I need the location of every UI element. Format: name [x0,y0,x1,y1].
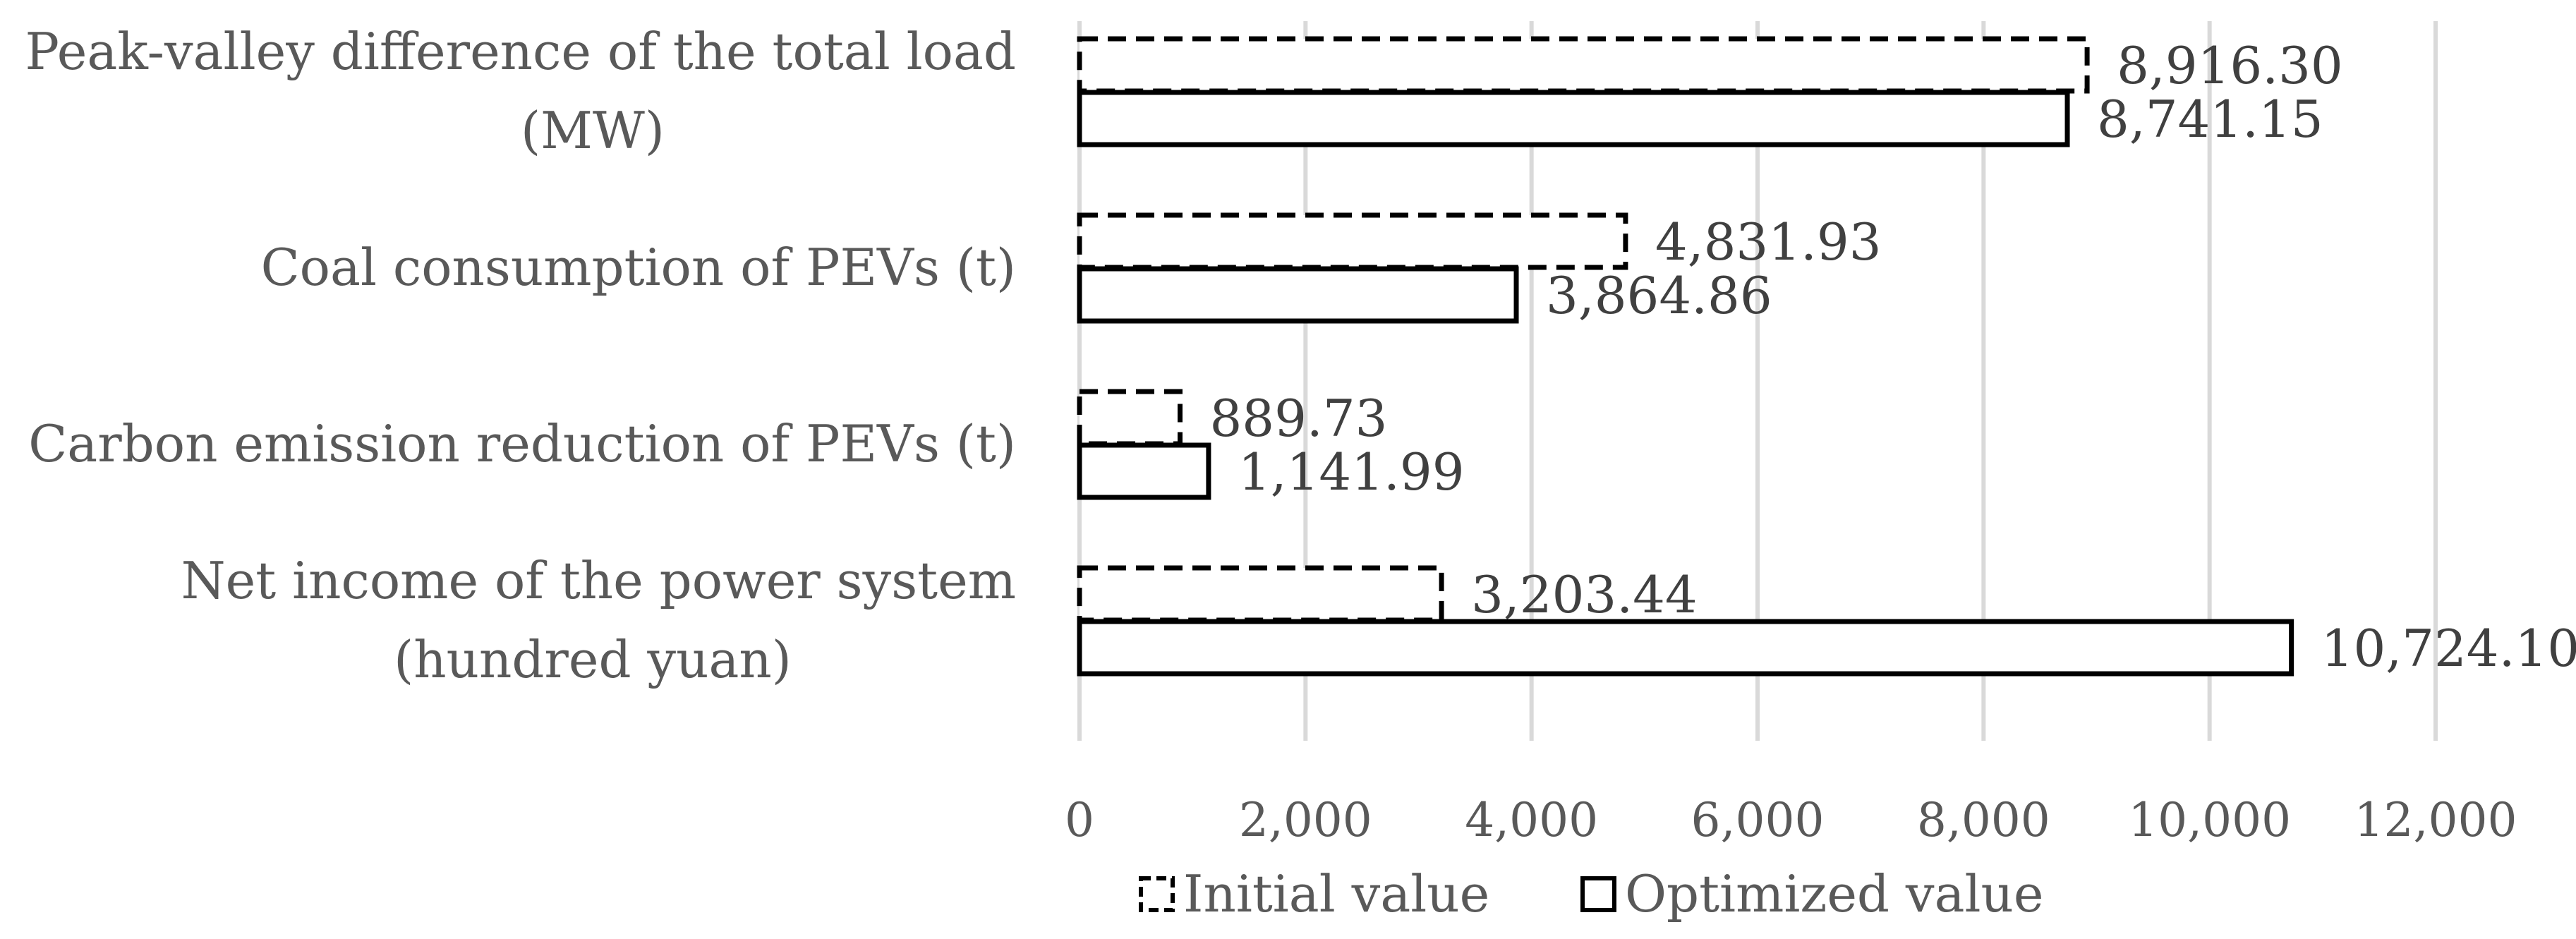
data-labels: 8,916.308,741.15 4,831.933,864.86 889.731,… [1210,36,2576,678]
category-labels: Peak-valley difference of the total load… [25,22,1017,689]
x-tick-label-1: 2,000 [1239,793,1372,847]
initial-value-bar-3 [1077,565,1444,623]
optimized-value-bar-1 [1077,266,1519,324]
data-label-1-3: 10,724.10 [2321,619,2576,678]
optimized-value-bar-2 [1077,442,1211,500]
initial-value-bar-1 [1077,212,1628,270]
legend-key-optimized-value [1580,876,1616,912]
data-label-1-1: 3,864.86 [1546,266,1772,325]
bars [1077,36,2294,677]
optimized-value-bar-3 [1077,619,2294,677]
x-axis-ticks: 0 2,000 4,000 6,000 8,000 10,000 12,000 [1065,793,2517,847]
category-label-1-line-0: Coal consumption of PEVs (t) [261,238,1016,297]
x-tick-label-0: 0 [1065,793,1094,847]
legend-label-optimized-value: Optimized value [1625,864,2044,923]
data-label-0-0: 8,916.30 [2117,36,2343,95]
legend-key-initial-value [1139,876,1175,912]
data-label-0-1: 4,831.93 [1655,212,1882,272]
legend-label-initial-value: Initial value [1183,864,1489,923]
category-label-0-line-0: Peak-valley difference of the total load [25,22,1017,81]
data-label-1-2: 1,141.99 [1238,442,1465,502]
optimized-value-bar-0 [1077,90,2070,147]
data-label-1-0: 8,741.15 [2097,90,2323,149]
initial-value-bar-2 [1077,389,1183,447]
category-label-2-line-0: Carbon emission reduction of PEVs (t) [28,414,1016,473]
category-label-3-line-0: Net income of the power system [181,551,1016,610]
category-label-0-line-1: (MW) [521,101,665,160]
x-tick-label-4: 8,000 [1917,793,2050,847]
initial-value-bar-0 [1077,36,2090,94]
x-tick-label-6: 12,000 [2354,793,2517,847]
category-label-3-line-1: (hundred yuan) [394,630,792,689]
x-tick-label-5: 10,000 [2128,793,2291,847]
data-label-0-2: 889.73 [1210,389,1388,448]
x-tick-label-3: 6,000 [1691,793,1825,847]
legend: Initial value Optimized value [1139,864,2044,923]
data-label-0-3: 3,203.44 [1471,565,1698,624]
x-tick-label-2: 4,000 [1465,793,1598,847]
